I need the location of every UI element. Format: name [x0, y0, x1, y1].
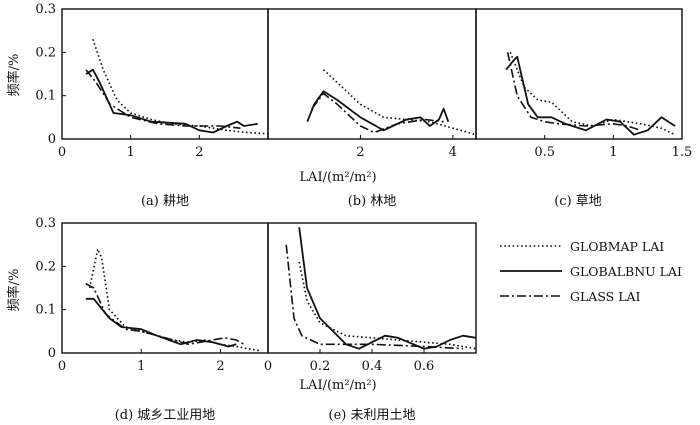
x-tick-label: 0 [264, 359, 272, 374]
series-line-globmap [92, 39, 269, 135]
series-line-globalbnu [298, 227, 477, 350]
y-axis-label-top: 频率/% [6, 54, 22, 97]
series-line-globmap [509, 52, 676, 136]
panel-d: 0 0.1 0.2 0.3 0 1 2 (d) 城乡工业用地 [35, 216, 269, 423]
panel-b: 2 4 (b) 林地 [267, 8, 477, 209]
legend-label-globalbnu: GLOBALBNU LAI [570, 264, 682, 279]
series-line-globalbnu [505, 55, 676, 136]
x-tick-label: 2 [356, 145, 364, 160]
x-tick-label: 1 [127, 145, 135, 160]
series-line-globalbnu [85, 68, 258, 134]
y-tick-label: 0.1 [35, 303, 56, 318]
x-tick-label: 0.6 [414, 359, 435, 374]
x-tick-label: 0 [58, 359, 66, 374]
series-line-glass [85, 69, 241, 129]
y-tick-label: 0 [48, 346, 56, 361]
series-line-glass [85, 282, 245, 346]
series-line-glass [506, 52, 642, 132]
series-line-globmap [322, 69, 477, 136]
x-tick-label: 1.5 [672, 145, 693, 160]
x-tick-label: 4 [449, 145, 457, 160]
x-tick-label: 0 [58, 145, 66, 160]
x-tick-label: 1 [137, 359, 145, 374]
series-line-glass [285, 244, 464, 350]
x-axis-label-bottom: LAI/(m²/m²) [299, 378, 376, 393]
panel-caption: (d) 城乡工业用地 [115, 408, 216, 423]
series-line-glass [311, 92, 444, 134]
legend-label-glass: GLASS LAI [570, 289, 641, 304]
panel-caption: (b) 林地 [348, 194, 397, 209]
legend-label-globmap: GLOBMAP LAI [570, 239, 664, 254]
axes-frame [267, 8, 477, 140]
panel-a: 0 0.1 0.2 0.3 0 1 2 (a) 耕地 [35, 2, 269, 209]
y-tick-label: 0.2 [35, 259, 56, 274]
y-tick-label: 0 [48, 132, 56, 147]
axes-frame [475, 8, 683, 140]
x-tick-label: 1 [609, 145, 617, 160]
panel-caption: (c) 草地 [554, 194, 602, 209]
y-tick-label: 0.1 [35, 89, 56, 104]
panel-e: 0 0.2 0.4 0.6 (e) 未利用土地 [264, 222, 477, 423]
y-tick-label: 0.3 [35, 216, 56, 231]
x-tick-label: 0.2 [310, 359, 331, 374]
y-tick-label: 0.3 [35, 2, 56, 17]
x-tick-label: 0.4 [362, 359, 383, 374]
legend: GLOBMAP LAI GLOBALBNU LAI GLASS LAI [500, 239, 682, 304]
x-tick-label: 2 [195, 145, 203, 160]
series-line-globmap [88, 248, 261, 352]
panel-c: 0.5 1 1.5 (c) 草地 [475, 8, 693, 209]
y-tick-label: 0.2 [35, 45, 56, 60]
y-axis-label-bottom: 频率/% [6, 269, 22, 312]
axes-frame [267, 222, 477, 354]
panel-caption: (e) 未利用土地 [329, 408, 416, 423]
x-tick-label: 2 [216, 359, 224, 374]
x-axis-label-top: LAI/(m²/m²) [299, 170, 376, 185]
panel-caption: (a) 耕地 [141, 193, 189, 209]
x-tick-label: 0.5 [534, 145, 555, 160]
axes-frame [61, 8, 269, 140]
